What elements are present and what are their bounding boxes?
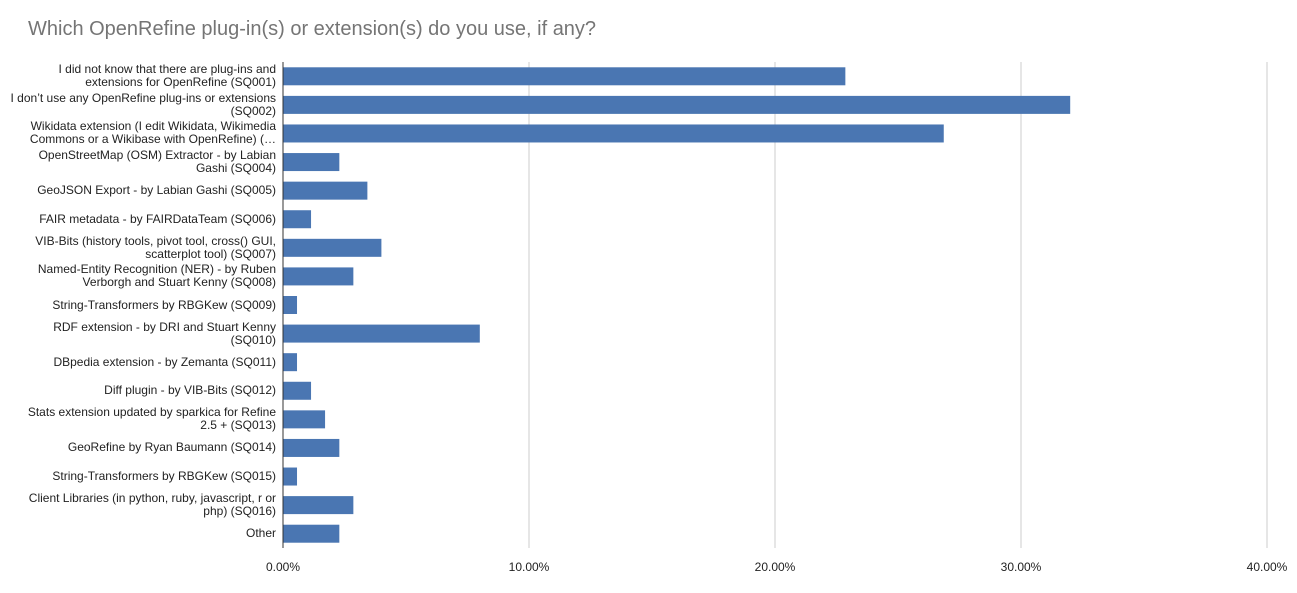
bar bbox=[283, 181, 368, 200]
bar bbox=[283, 210, 312, 229]
bar bbox=[283, 524, 340, 543]
category-label: DBpedia extension - by Zemanta (SQ011) bbox=[53, 354, 276, 369]
x-tick-label: 20.00% bbox=[754, 560, 796, 574]
category-label: Other bbox=[245, 526, 276, 541]
bar bbox=[283, 496, 354, 515]
category-label: VIB-Bits (history tools, pivot tool, cro… bbox=[35, 233, 276, 261]
x-tick-label: 0.00% bbox=[265, 560, 301, 574]
category-label: String-Transformers by RBGKew (SQ015) bbox=[52, 469, 276, 484]
category-label: RDF extension - by DRI and Stuart Kenny … bbox=[53, 319, 276, 347]
category-label: Diff plugin - by VIB-Bits (SQ012) bbox=[104, 383, 276, 398]
x-tick-label: 40.00% bbox=[1246, 560, 1288, 574]
bar bbox=[283, 410, 326, 429]
x-tick-label: 10.00% bbox=[508, 560, 550, 574]
bar bbox=[283, 296, 298, 314]
category-label: Named-Entity Recognition (NER) - by Rube… bbox=[37, 262, 276, 290]
bar bbox=[283, 124, 944, 143]
bar bbox=[283, 95, 1071, 114]
category-label: GeoJSON Export - by Labian Gashi (SQ005) bbox=[37, 183, 276, 198]
category-label: I did not know that there are plug-ins a… bbox=[58, 62, 276, 90]
chart-title: Which OpenRefine plug-in(s) or extension… bbox=[28, 18, 597, 40]
bar bbox=[283, 324, 480, 343]
category-label: String-Transformers by RBGKew (SQ009) bbox=[52, 297, 276, 312]
category-label: FAIR metadata - by FAIRDataTeam (SQ006) bbox=[39, 211, 276, 226]
category-label: Stats extension updated by sparkica for … bbox=[27, 405, 276, 433]
bar bbox=[283, 67, 846, 86]
bar bbox=[283, 238, 382, 257]
bar bbox=[283, 267, 354, 286]
bar bbox=[283, 381, 312, 400]
category-label: OpenStreetMap (OSM) Extractor - by Labia… bbox=[38, 148, 276, 176]
bar bbox=[283, 438, 340, 457]
bar bbox=[283, 467, 298, 486]
category-label: Client Libraries (in python, ruby, javas… bbox=[28, 491, 276, 519]
bar bbox=[283, 153, 340, 172]
category-label: Wikidata extension (I edit Wikidata, Wik… bbox=[29, 119, 276, 147]
x-tick-label: 30.00% bbox=[1000, 560, 1042, 574]
category-label: I don’t use any OpenRefine plug-ins or e… bbox=[10, 90, 277, 118]
bar bbox=[283, 353, 298, 372]
category-label: GeoRefine by Ryan Baumann (SQ014) bbox=[67, 440, 276, 455]
